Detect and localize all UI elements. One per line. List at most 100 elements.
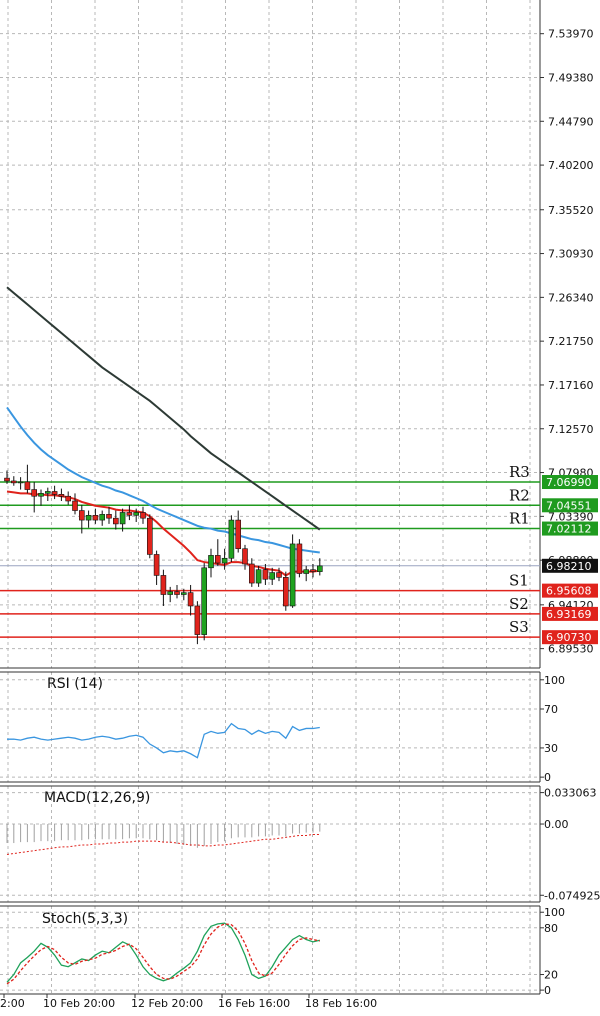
candle-body [276,572,282,578]
y-tick-label: 100 [544,906,565,919]
candle-body [113,517,119,525]
candle-body [316,565,323,572]
pivot-level-name: S3 [509,618,529,636]
candle-body [235,519,241,550]
stoch-panel: Stoch(5,3,3) [6,911,320,985]
y-tick-label: 30 [544,742,558,755]
candle-body [160,575,167,595]
candle-body [269,572,276,580]
rsi-panel: RSI (14) [7,676,320,759]
candle-body [153,554,160,576]
candle-body [221,557,228,564]
pivot-level-tag [542,606,598,621]
y-tick-label: 7.12570 [548,423,594,436]
candle-body [38,493,44,497]
stoch-title: Stoch(5,3,3) [42,911,128,927]
y-tick-label: 0.033063 [544,787,597,800]
rsi-title: RSI (14) [47,676,103,692]
macd-title: MACD(12,26,9) [44,790,150,806]
pivot-level-name: S1 [509,572,529,590]
candle-body [85,515,92,521]
pivot-level-tag [542,498,598,513]
x-tick-label: 18 Feb 16:00 [305,997,377,1010]
price-panel: R3 R2 R1 S1 S2 S3 [0,286,540,645]
pivot-level-value: 7.04551 [546,499,592,512]
candle-body [79,510,85,521]
pivot-level-value: 7.06990 [546,476,592,489]
pivot-level-tag [542,630,598,645]
candle-body [58,494,65,497]
x-tick-label: 10 Feb 20:00 [43,997,115,1010]
y-tick-label: 7.21750 [548,335,594,348]
candle-body [310,569,316,572]
candle-body [215,555,221,564]
chart-axes: 7.53970 7.49380 7.44790 7.40200 7.35520 7.309… [0,28,600,1010]
y-tick-label: 80 [544,922,558,935]
candle-body [255,569,262,584]
candle-body [31,489,38,497]
candle-body [303,569,310,574]
candle-body [11,480,17,484]
y-tick-label: 7.44790 [548,115,594,128]
pivot-level-name: S2 [509,595,529,613]
y-tick-label: 0 [544,984,551,997]
candle-body [282,577,289,607]
x-tick-label: 12 Feb 20:00 [131,997,203,1010]
x-tick-label: 16 Feb 16:00 [218,997,290,1010]
rsi-line [7,722,320,759]
candle-body [126,512,133,516]
pivot-level-name: R1 [509,510,530,528]
candle-body [174,591,180,595]
candle-body [208,555,214,569]
y-tick-label: 0.00 [544,818,569,831]
y-tick-label: 70 [544,703,558,716]
pivot-level-name: R2 [509,486,530,504]
candle-body [201,567,207,635]
y-tick-label: 7.53970 [548,28,594,41]
pivot-level-value: 7.02112 [546,523,592,536]
candle-body [92,515,99,521]
candle-body [44,491,51,494]
candle-body [140,512,146,519]
candle-body [65,495,71,502]
y-tick-label: 7.35520 [548,204,594,217]
candle-body [194,605,201,635]
macd-panel: MACD(12,26,9) [6,790,321,855]
candle-body [242,548,248,565]
moving-average-line [6,286,321,531]
stoch-line [6,922,320,983]
candle-body [249,563,255,584]
candle-body [262,569,269,580]
pivot-level-value: 6.93169 [546,608,592,621]
moving-average-line [6,490,320,577]
candle-body [24,481,31,490]
candle-body [296,543,303,574]
candle-body [106,514,112,519]
pivot-level-value: 6.95608 [546,585,592,598]
pivot-level-name: R3 [509,463,530,481]
stoch-line [6,923,320,985]
y-tick-label: 7.30930 [548,248,594,261]
pivot-level-tag [542,521,598,536]
candle-body [17,481,24,484]
y-tick-label: 6.89530 [548,643,594,656]
current-price-tag [542,558,598,573]
y-tick-label: 0 [544,771,551,784]
candle-body [228,519,235,559]
chart-grid [0,0,541,995]
candle-body [119,512,126,525]
candle-body [133,512,139,516]
candle-body [72,500,78,511]
current-price-value: 6.98210 [546,560,592,573]
candle-body [187,592,194,607]
pivot-level-tag [542,475,598,490]
pivot-level-value: 6.90730 [546,631,592,644]
y-tick-label: 20 [544,969,558,982]
y-tick-label: 7.17160 [548,379,594,392]
candle-body [289,543,296,607]
y-tick-label: 7.26340 [548,291,594,304]
y-tick-label: 7.40200 [548,159,594,172]
moving-average-line [6,406,320,554]
candle-body [99,514,105,521]
